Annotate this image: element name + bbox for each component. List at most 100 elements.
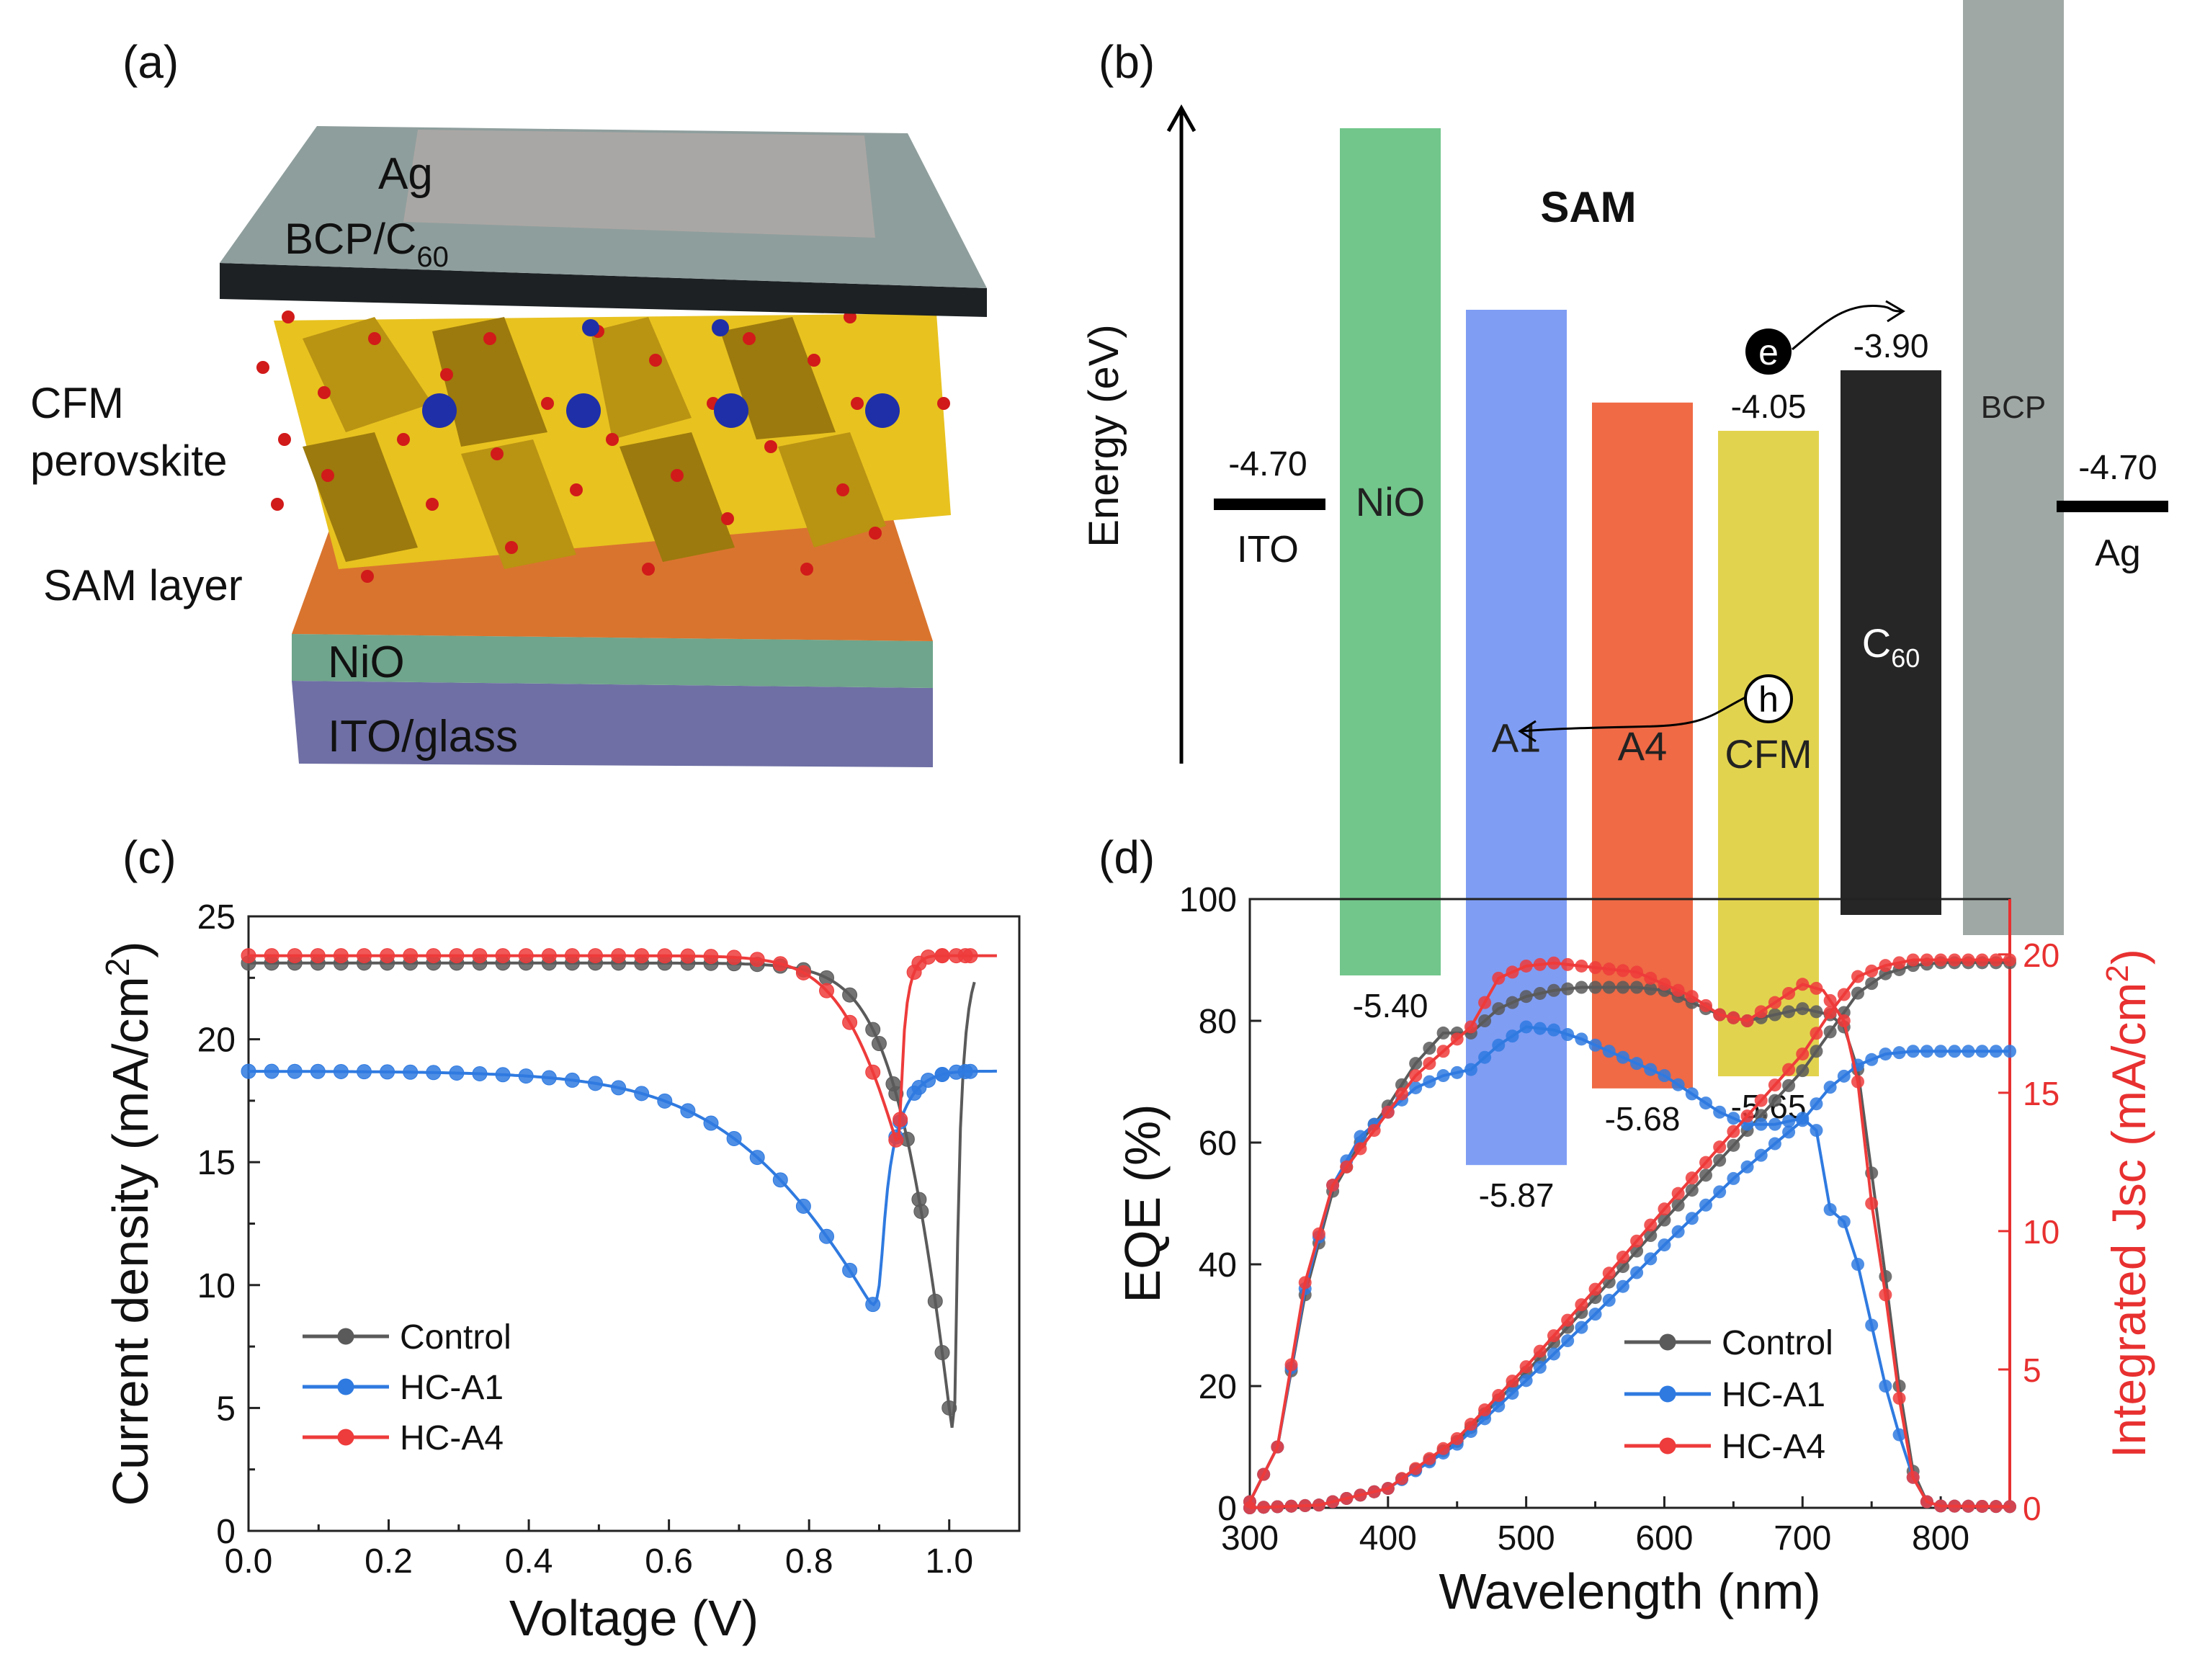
jsc-point-control	[1644, 1229, 1658, 1243]
eqe-point-hc-a4	[1906, 1470, 1920, 1484]
eqe-point-hc-a4	[1740, 1014, 1754, 1027]
eqe-point-control	[1492, 1002, 1506, 1016]
data-point-hc-a4	[772, 956, 788, 972]
jsc-point-hc-a4	[1782, 1063, 1796, 1076]
panel-d: (d) 300 400 500 600 700 800 0 20 40 60 80 100 0 5 10 15…	[1099, 831, 2155, 1619]
jsc-point-hc-a4	[1257, 1501, 1271, 1514]
jsc-point-hc-a4	[1367, 1485, 1381, 1498]
band-a4-label: A4	[1618, 723, 1668, 769]
eqe-point-hc-a1	[1602, 1045, 1616, 1058]
data-point-hc-a4	[564, 948, 580, 964]
jsc-point-hc-a4	[1478, 1403, 1492, 1417]
jsc-point-hc-a4	[1395, 1472, 1408, 1485]
eqe-point-hc-a1	[1575, 1032, 1588, 1046]
jsc-point-hc-a1	[1533, 1360, 1547, 1374]
data-point-hc-a1	[564, 1072, 580, 1088]
jsc-point-hc-a1	[1810, 1097, 1823, 1111]
band-nio	[1340, 128, 1441, 975]
jsc-point-hc-a1	[1837, 1069, 1851, 1083]
jsc-point-hc-a4	[1602, 1266, 1616, 1280]
jsc-point-hc-a1	[1740, 1160, 1754, 1174]
jsc-point-control	[1727, 1138, 1740, 1152]
data-point-hc-a1	[634, 1086, 650, 1102]
y2-tick-label: 5	[2023, 1351, 2041, 1389]
data-point-hc-a4	[287, 948, 303, 964]
jsc-point-hc-a4	[1906, 953, 1920, 967]
data-point-hc-a4	[795, 965, 811, 980]
jsc-point-hc-a4	[1506, 1375, 1519, 1388]
eqe-point-hc-a4	[1823, 993, 1837, 1007]
jsc-point-hc-a4	[1533, 1344, 1547, 1358]
data-point-hc-a4	[264, 948, 279, 964]
jsc-point-hc-a1	[1754, 1148, 1768, 1162]
data-point-hc-a1	[403, 1064, 419, 1080]
y2-tick-label: 20	[2023, 937, 2059, 974]
jsc-point-hc-a1	[1644, 1252, 1658, 1266]
data-point-hc-a1	[472, 1065, 488, 1081]
data-point-hc-a4	[310, 948, 326, 964]
panel-c-label: (c)	[122, 831, 176, 883]
y2-tick-label: 0	[2023, 1490, 2041, 1527]
jsc-point-hc-a1	[1561, 1334, 1575, 1348]
data-point-hc-a1	[680, 1103, 696, 1119]
eqe-point-control	[1810, 1005, 1823, 1019]
eqe-point-hc-a4	[1616, 964, 1629, 978]
y-axis-label: EQE (%)	[1114, 1104, 1171, 1303]
jsc-point-hc-a1	[1671, 1225, 1685, 1238]
data-point-hc-a1	[541, 1070, 557, 1086]
y-tick-label: 20	[197, 1022, 236, 1060]
jsc-point-control	[1782, 1078, 1796, 1092]
eqe-point-hc-a4	[1630, 965, 1644, 979]
legend-marker-hc-a1	[337, 1378, 354, 1395]
eqe-point-hc-a1	[1533, 1022, 1547, 1035]
jsc-point-hc-a1	[1699, 1198, 1712, 1212]
x-tick-label: 0.8	[785, 1542, 833, 1581]
eqe-point-hc-a4	[1506, 965, 1519, 979]
band-nio-bottom-value: -5.40	[1353, 987, 1428, 1024]
eqe-point-hc-a1	[1409, 1081, 1423, 1094]
band-c60-top-value: -3.90	[1853, 327, 1929, 365]
legend-label-control: Control	[400, 1318, 511, 1357]
eqe-point-hc-a4	[1575, 959, 1588, 973]
eqe-point-hc-a4	[1312, 1227, 1325, 1241]
jsc-point-hc-a4	[1865, 964, 1879, 978]
panel-a: (a) ITO/glass NiO SAM layer	[30, 36, 987, 767]
eqe-point-hc-a1	[1671, 1078, 1685, 1091]
jsc-point-control	[1713, 1153, 1727, 1167]
eqe-point-hc-a4	[1879, 1288, 1892, 1302]
y-tick-label: 0	[1217, 1490, 1237, 1528]
jsc-point-hc-a4	[1575, 1298, 1588, 1312]
eqe-point-control	[1630, 980, 1644, 994]
legend-label-control: Control	[1722, 1324, 1833, 1362]
band-cfm	[1718, 431, 1819, 1076]
eqe-point-hc-a1	[1810, 1124, 1823, 1138]
eqe-point-hc-a1	[1354, 1130, 1367, 1143]
data-point-hc-a4	[703, 949, 719, 965]
band-bcp-label: BCP	[1981, 390, 2046, 425]
eqe-point-hc-a4	[1326, 1179, 1340, 1192]
legend-marker-control	[1659, 1333, 1676, 1351]
data-point-hc-a1	[934, 1066, 950, 1082]
eqe-point-control	[1478, 1014, 1492, 1027]
eqe-point-hc-a1	[1699, 1096, 1712, 1110]
jsc-point-hc-a4	[1450, 1431, 1464, 1445]
eqe-point-hc-a1	[1879, 1380, 1892, 1393]
eqe-point-hc-a1	[1727, 1112, 1740, 1125]
eqe-point-hc-a1	[1768, 1117, 1781, 1131]
data-point-hc-a1	[287, 1063, 303, 1079]
data-point-hc-a1	[310, 1063, 326, 1079]
data-point-control	[865, 1022, 881, 1037]
data-point-control	[871, 1036, 887, 1052]
eqe-point-control	[1409, 1057, 1423, 1071]
data-point-hc-a1	[749, 1150, 765, 1166]
jsc-point-hc-a4	[1409, 1462, 1423, 1475]
data-point-hc-a4	[426, 948, 442, 964]
jsc-point-hc-a4	[1243, 1501, 1256, 1514]
eqe-point-control	[1616, 980, 1629, 994]
energy-axis-label: Energy (eV)	[1081, 324, 1127, 547]
x-tick-label: 1.0	[925, 1542, 973, 1581]
ito-level-value: -4.70	[1228, 445, 1307, 483]
eqe-point-hc-a4	[1754, 1005, 1768, 1019]
jsc-point-hc-a4	[1713, 1140, 1727, 1154]
eqe-point-control	[1602, 980, 1616, 994]
